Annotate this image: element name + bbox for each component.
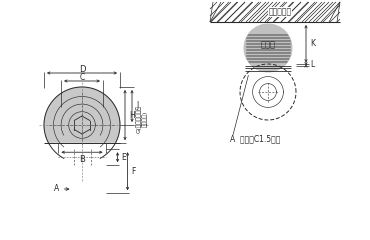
Bar	[42, 143, 122, 240]
Bar	[74, 149, 91, 193]
Text: D: D	[79, 66, 85, 74]
Text: G(セルフカット
可能範囲): G(セルフカット 可能範囲)	[136, 105, 148, 133]
Text: B: B	[79, 155, 85, 164]
Text: ストッパー: ストッパー	[269, 7, 292, 17]
Text: H: H	[129, 111, 135, 120]
Text: C: C	[80, 73, 85, 83]
Text: E: E	[122, 153, 126, 162]
Text: ワーク: ワーク	[260, 41, 276, 49]
Text: A  面取りC1.5以上: A 面取りC1.5以上	[230, 134, 280, 143]
Bar	[58, 149, 105, 165]
Text: L: L	[310, 60, 314, 69]
Circle shape	[44, 87, 120, 163]
Text: A: A	[53, 184, 69, 193]
Text: J: J	[136, 102, 138, 110]
Text: K: K	[310, 39, 315, 48]
Bar	[210, 2, 340, 22]
Text: F: F	[132, 167, 136, 176]
Circle shape	[244, 24, 292, 72]
